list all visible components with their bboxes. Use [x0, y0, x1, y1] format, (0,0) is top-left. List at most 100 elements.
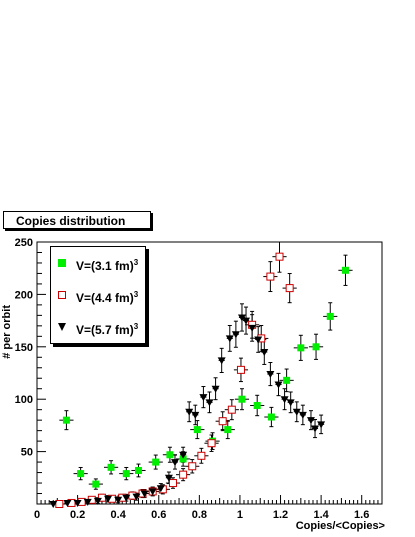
black-triangle-point [306, 417, 315, 425]
black-triangle-point [286, 399, 295, 407]
legend-exponent-series-1: 3 [133, 258, 139, 267]
x-tick-label: 0.4 [111, 509, 127, 521]
x-axis-label: Copies/<Copies> [296, 520, 385, 532]
legend-label-series-3: V=(5.7 fm) [76, 323, 134, 337]
black-triangle-point [179, 451, 188, 459]
green-square-point [179, 455, 187, 463]
black-triangle-point [164, 474, 173, 482]
x-tick-label: 1.4 [313, 509, 329, 521]
red-open-square-point [227, 405, 236, 414]
black-triangle-point [311, 425, 320, 433]
green-square-point [283, 376, 291, 384]
green-square-point [238, 395, 246, 403]
green-square-point [134, 466, 142, 474]
green-square-point [166, 451, 174, 459]
green-square-point [152, 458, 160, 466]
black-triangle-point [248, 324, 257, 332]
black-triangle-point [292, 408, 301, 416]
x-tick-label: 0.8 [192, 509, 207, 521]
green-square-point [122, 470, 130, 478]
black-triangle-point [298, 411, 307, 419]
green-square-point [341, 266, 349, 274]
x-tick-label: 1 [237, 509, 243, 521]
black-triangle-point [274, 381, 283, 389]
legend-exponent-series-2: 3 [133, 290, 139, 299]
y-tick-label: 150 [15, 342, 33, 354]
black-triangle-point [231, 331, 240, 339]
black-triangle-point [114, 496, 123, 504]
x-tick-label: 1.2 [273, 509, 288, 521]
x-tick-label: 1.6 [354, 509, 369, 521]
legend-label-series-2: V=(4.4 fm) [76, 291, 134, 305]
green-square-point [193, 426, 201, 434]
black-triangle-point [156, 485, 165, 493]
y-axis-label: # per orbit [1, 305, 13, 359]
red-open-square-point [236, 365, 245, 374]
green-square-point [77, 470, 85, 478]
black-triangle-point [104, 495, 113, 503]
black-triangle-point [49, 501, 58, 508]
green-square-point [253, 401, 261, 409]
red-open-square-point [218, 417, 227, 426]
y-tick-label: 200 [15, 289, 33, 301]
black-triangle-point [148, 488, 157, 496]
black-triangle-point [205, 399, 214, 407]
plot-frame [36, 241, 383, 505]
green-square-point [107, 463, 115, 471]
x-tick-label: 0.2 [70, 509, 85, 521]
black-triangle-point [73, 499, 82, 507]
x-tick-label: 0 [34, 509, 40, 521]
green-square-point [92, 480, 100, 488]
green-square-point [297, 344, 305, 352]
red-open-square-point [168, 479, 177, 488]
red-open-square-point [207, 439, 216, 448]
tick-labels: 0 0.2 0.4 0.6 0.8 1 1.2 1.4 1.6 50 100 150 200 250 [15, 237, 370, 521]
black-triangle-point [140, 490, 149, 498]
green-square-point [312, 343, 320, 351]
data-points [49, 252, 349, 508]
x-tick-label: 0.6 [151, 509, 166, 521]
black-triangle-point [199, 394, 208, 402]
y-tick-label: 100 [15, 394, 33, 406]
black-triangle-point [317, 421, 326, 429]
axes-frame [36, 241, 383, 505]
legend-exponent-series-3: 3 [133, 322, 139, 331]
black-triangle-point [217, 357, 226, 365]
black-triangle-point [242, 317, 251, 325]
chart-title: Copies distribution [3, 211, 151, 229]
y-tick-label: 250 [15, 237, 33, 249]
black-triangle-point [63, 499, 72, 507]
black-triangle-point [122, 494, 131, 502]
red-open-square-point [266, 272, 275, 281]
black-triangle-point [191, 411, 200, 419]
black-triangle-point [93, 497, 102, 505]
black-triangle-point [83, 498, 92, 506]
green-square-point [224, 426, 232, 434]
black-triangle-point [211, 385, 220, 393]
black-triangle-marker-icon [58, 323, 66, 331]
black-triangle-point [132, 493, 141, 501]
black-triangle-point [185, 408, 194, 416]
red-open-square-point [55, 500, 64, 508]
black-triangle-point [266, 371, 275, 379]
y-tick-label: 50 [21, 447, 33, 459]
red-open-square-point [179, 470, 188, 479]
red-open-square-point [275, 252, 284, 261]
black-triangle-point [171, 459, 179, 467]
red-open-square-point [285, 284, 294, 293]
red-open-square-point [197, 451, 206, 460]
red-open-square-marker-icon [58, 291, 66, 299]
green-square-point [267, 413, 275, 421]
black-triangle-point [237, 314, 246, 322]
green-square-point [326, 312, 334, 320]
black-triangle-point [254, 336, 263, 344]
red-open-square-point [188, 462, 197, 471]
green-square-marker-icon [58, 259, 66, 267]
green-square-point [62, 416, 70, 424]
legend-label-series-1: V=(3.1 fm) [76, 259, 134, 273]
black-triangle-point [260, 349, 269, 357]
legend: V=(3.1 fm)3 V=(4.4 fm)3 V=(5.7 fm)3 [50, 246, 146, 344]
black-triangle-point [280, 396, 289, 404]
black-triangle-point [225, 335, 234, 343]
